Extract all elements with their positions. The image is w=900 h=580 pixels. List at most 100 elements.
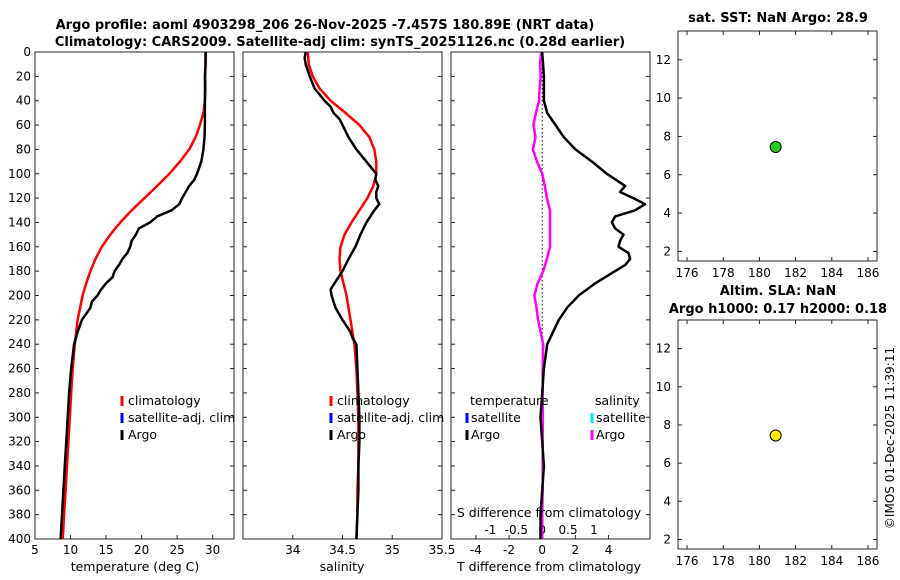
temperature-ytick-label-10: 200 [8, 289, 31, 303]
sla-ytick-label-3: 8 [663, 418, 671, 432]
temperature-climatology-line [61, 51, 207, 540]
temperature-ytick-label-9: 180 [8, 264, 31, 278]
temperature-ytick-label-18: 360 [8, 483, 31, 497]
sst-ytick-label-1: 4 [663, 206, 671, 220]
salinity-panel: 34 34.5 35 35.5 salinity climatology satell… [242, 51, 456, 574]
sla-xtick-label-0: 176 [676, 554, 699, 568]
sst-ytick-label-4: 10 [656, 91, 671, 105]
temperature-ytick-label-12: 240 [8, 337, 31, 351]
sst-xtick-label-4: 184 [820, 266, 843, 280]
sla-axes [677, 319, 878, 550]
temperature-xtick-label-4: 25 [170, 543, 185, 557]
temperature-ytick-label-5: 100 [8, 167, 31, 181]
sla-xtick-label-1: 178 [712, 554, 735, 568]
temperature-argo-line [59, 52, 207, 540]
temperature-ytick-label-19: 380 [8, 508, 31, 522]
legend-label-argo-t: Argo [471, 427, 500, 442]
salinity-xtick-label-3: 35.5 [429, 543, 456, 557]
timestamp: ©IMOS 01-Dec-2025 11:39:11 [883, 347, 897, 529]
temperature-panel: 5 10 15 20 25 3002040608010012014016018020022… [8, 45, 235, 574]
temperature-ytick-label-17: 340 [8, 459, 31, 473]
legend-label-climatology: climatology [337, 393, 410, 408]
difference-xtick-label-3: 2 [572, 543, 580, 557]
sst-point-0 [769, 140, 782, 153]
difference-xtick-label-0: -4 [470, 543, 482, 557]
legend-title-temperature: temperature [470, 393, 549, 408]
sla-title: Altim. SLA: NaN [720, 284, 836, 299]
salinity-legend: climatology satellite-adj. clim Argo [329, 393, 444, 442]
legend-title-salinity: salinity [595, 393, 640, 408]
salinity-xtick-label-1: 34.5 [329, 543, 356, 557]
temperature-ytick-label-16: 320 [8, 435, 31, 449]
sla-ytick-label-0: 2 [663, 532, 671, 546]
temperature-ytick-label-7: 140 [8, 215, 31, 229]
sst-ytick-label-2: 6 [663, 168, 671, 182]
sst-ytick-label-5: 12 [656, 53, 671, 67]
temperature-ytick-label-3: 60 [16, 118, 31, 132]
sst-ytick-label-0: 2 [663, 244, 671, 258]
temperature-ytick-label-8: 160 [8, 240, 31, 254]
sla-xtick-label-4: 184 [820, 554, 843, 568]
difference-xtick-label-4: 4 [605, 543, 613, 557]
salinity-difference-argo-line [531, 51, 552, 539]
sla-xtick-label-5: 186 [857, 554, 880, 568]
temperature-xtick-label-5: 30 [205, 543, 220, 557]
temperature-ytick-label-0: 0 [23, 45, 31, 59]
sla-xtick-label-3: 182 [784, 554, 807, 568]
temperature-ytick-label-20: 400 [8, 532, 31, 546]
sst-title: sat. SST: NaN Argo: 28.9 [688, 11, 868, 26]
legend-label-satellite-s: satellite [596, 410, 646, 425]
sla-title-line2: Argo h1000: 0.17 h2000: 0.18 [669, 302, 887, 317]
temperature-xtick-label-2: 15 [98, 543, 113, 557]
legend-label-argo: Argo [128, 427, 157, 442]
legend-label-satellite: satellite-adj. clim [337, 410, 444, 425]
sst-xtick-label-1: 178 [712, 266, 735, 280]
t-difference-xlabel: T difference from climatology [456, 559, 642, 574]
sla-ytick-label-5: 12 [656, 342, 671, 356]
temperature-ytick-label-1: 20 [16, 69, 31, 83]
sla-ytick-label-2: 6 [663, 456, 671, 470]
temperature-ytick-label-11: 220 [8, 313, 31, 327]
figure-title-line1: Argo profile: aoml 4903298_206 26-Nov-20… [56, 18, 595, 33]
difference-xtick-label-2: 0 [538, 543, 546, 557]
temperature-xlabel: temperature (deg C) [71, 559, 200, 574]
temperature-xtick-label-1: 10 [63, 543, 78, 557]
s-difference-tick-label-0: -1 [484, 523, 496, 537]
sla-ytick-label-1: 4 [663, 494, 671, 508]
legend-label-argo-s: Argo [596, 427, 625, 442]
figure-title-line2: Climatology: CARS2009. Satellite-adj cli… [55, 35, 625, 50]
legend-label-satellite: satellite-adj. clim [128, 410, 235, 425]
sst-xtick-label-3: 182 [784, 266, 807, 280]
difference-xtick-label-1: -2 [503, 543, 515, 557]
salinity-xlabel: salinity [320, 559, 365, 574]
temperature-difference-argo-line [539, 51, 647, 539]
difference-legend-temperature: temperature satellite Argo [465, 393, 549, 442]
sla-point-0 [769, 429, 782, 442]
temperature-ytick-label-4: 80 [16, 142, 31, 156]
temperature-xtick-label-3: 20 [134, 543, 149, 557]
legend-label-satellite-t: satellite [471, 410, 521, 425]
s-difference-tick-label-1: -0.5 [505, 523, 528, 537]
temperature-xtick-label-0: 5 [31, 543, 39, 557]
salinity-argo-line [303, 51, 381, 540]
s-difference-xlabel: S difference from climatology [457, 505, 642, 520]
sla-xtick-label-2: 180 [748, 554, 771, 568]
sla-panel: Altim. SLA: NaN Argo h1000: 0.17 h2000: … [656, 284, 887, 568]
salinity-xtick-label-0: 34 [285, 543, 300, 557]
sst-panel: sat. SST: NaN Argo: 28.9 176 178 180 182 184… [656, 11, 880, 280]
s-difference-tick-label-3: 0.5 [559, 523, 578, 537]
temperature-ytick-label-6: 120 [8, 191, 31, 205]
temperature-ytick-label-13: 260 [8, 362, 31, 376]
sst-xtick-label-2: 180 [748, 266, 771, 280]
temperature-ytick-label-2: 40 [16, 94, 31, 108]
sla-ytick-label-4: 10 [656, 380, 671, 394]
temperature-ytick-label-15: 300 [8, 410, 31, 424]
sst-axes [677, 30, 878, 262]
difference-legend-salinity: salinity satellite Argo [590, 393, 646, 442]
s-difference-tick-label-4: 1 [590, 523, 598, 537]
legend-label-climatology: climatology [128, 393, 201, 408]
salinity-xtick-label-2: 35 [385, 543, 400, 557]
difference-panel: -4 -2 0 2 4-1 -0.5 0 0.5 1 S difference from cli… [450, 51, 651, 574]
temperature-legend: climatology satellite-adj. clim Argo [120, 393, 235, 442]
